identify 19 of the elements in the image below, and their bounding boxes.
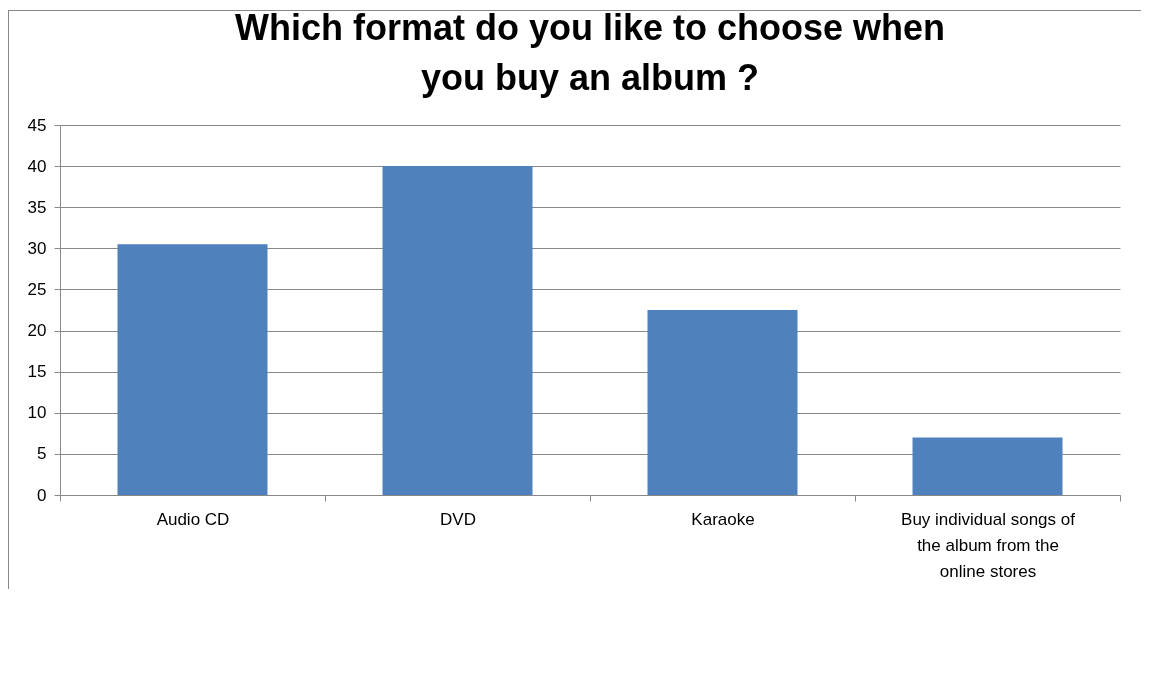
y-tick-label: 30	[27, 238, 47, 258]
y-tick-label: 15	[27, 362, 47, 382]
x-tick-label: Audio CD	[156, 509, 230, 529]
bar	[382, 166, 533, 495]
x-tick-label: DVD	[440, 509, 476, 529]
bar	[117, 244, 268, 495]
y-tick-label: 35	[27, 197, 47, 217]
bar	[912, 437, 1063, 495]
y-tick-label: 20	[27, 321, 47, 341]
bar	[647, 310, 798, 495]
x-tick-label: Buy individual songs of the album from the online stores	[901, 509, 1076, 581]
y-tick-label: 5	[37, 444, 47, 464]
y-tick-label: 25	[27, 279, 47, 299]
y-tick-label: 0	[37, 485, 47, 505]
y-tick-label: 10	[27, 403, 47, 423]
y-tick-label: 45	[27, 115, 47, 135]
chart-title: Which format do you like to choose when you buy an album ?	[234, 7, 946, 98]
x-tick-label: Karaoke	[691, 509, 755, 529]
y-tick-label: 40	[27, 156, 47, 176]
